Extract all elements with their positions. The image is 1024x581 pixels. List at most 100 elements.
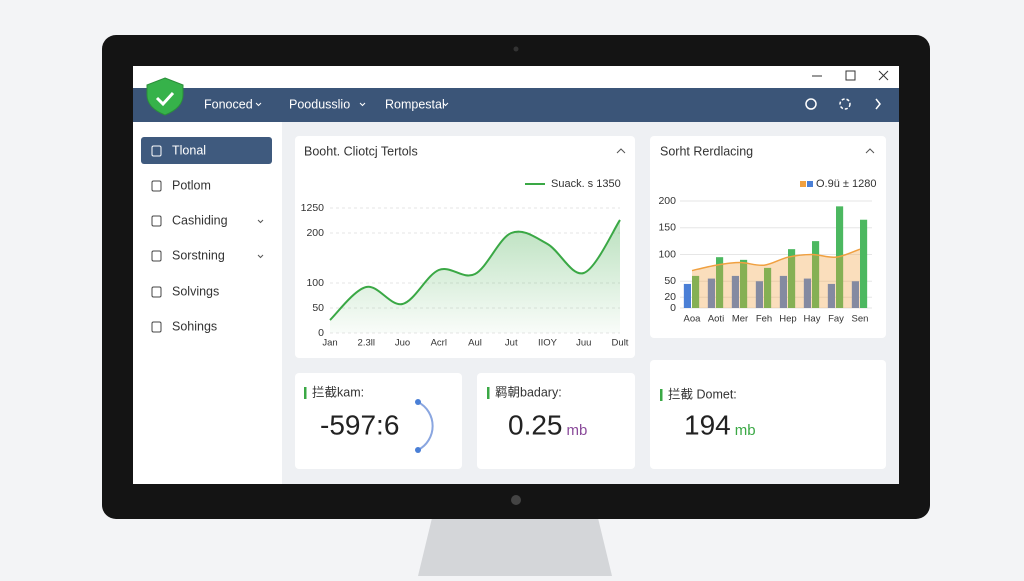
x-tick-label: Aoa xyxy=(684,314,702,325)
x-tick-label: Sen xyxy=(852,314,869,325)
close[interactable] xyxy=(878,70,889,81)
y-tick-label: 200 xyxy=(306,227,324,239)
icon[interactable] xyxy=(805,98,817,110)
card xyxy=(650,360,886,469)
gauge-arc xyxy=(417,401,434,451)
sidebar xyxy=(133,122,282,484)
line xyxy=(329,219,621,321)
x-tick-label: Hay xyxy=(804,314,821,325)
x-tick-label: Jut xyxy=(505,338,518,349)
collapse-icons[interactable] xyxy=(616,148,875,154)
y-tick-label: 150 xyxy=(658,222,676,234)
chart-title: Booht. Cliotcj Tertols xyxy=(304,144,418,158)
x-tick-label: Feh xyxy=(756,314,772,325)
x-tick-label: Dult xyxy=(612,338,629,349)
bar xyxy=(803,278,811,308)
stat-unit: mb xyxy=(567,422,588,439)
chart-title: Sorht Rerdlacing xyxy=(660,144,753,158)
bar xyxy=(692,275,700,308)
nav-menu[interactable]: Poodusslio xyxy=(289,97,350,111)
gauge-dot xyxy=(415,447,421,453)
y-tick-label: 200 xyxy=(658,195,676,207)
stat-value: 194 xyxy=(684,409,731,440)
chevron xyxy=(257,254,264,259)
sidebar-item[interactable]: Solvings xyxy=(172,284,219,298)
stat-marker xyxy=(304,387,307,399)
y-tick-label: 50 xyxy=(664,275,676,287)
icon[interactable] xyxy=(875,98,881,110)
item-icon xyxy=(151,215,162,227)
x-tick-label: 2.3ll xyxy=(358,338,375,349)
line xyxy=(691,248,861,272)
nav-menu[interactable]: Rompestal xyxy=(385,97,445,111)
card xyxy=(295,373,462,469)
legend-label: O.9ü ± 1280 xyxy=(816,178,876,190)
item-icon xyxy=(151,145,162,157)
stat-value: -597:6 xyxy=(320,409,399,440)
stand xyxy=(418,518,612,576)
maximize[interactable] xyxy=(845,70,856,81)
bar xyxy=(860,219,868,308)
bar xyxy=(764,267,772,308)
area xyxy=(692,249,860,308)
stat-unit: mb xyxy=(735,422,756,439)
bar xyxy=(707,278,715,308)
sidebar-item[interactable]: Sorstning xyxy=(172,248,225,262)
stat-label: 拦截 Domet: xyxy=(668,387,737,401)
x-tick-label: Aul xyxy=(468,338,482,349)
bar xyxy=(740,259,748,308)
nav-bar: Fonoced Poodusslio Rompestal xyxy=(133,77,899,122)
logo xyxy=(511,495,521,505)
x-tick-label: Juo xyxy=(395,338,410,349)
chevrons xyxy=(255,102,449,107)
sidebar-item[interactable]: Tlonal xyxy=(172,143,206,157)
sidebar-item[interactable]: Potlom xyxy=(172,178,211,192)
bar xyxy=(788,249,796,308)
x-tick-label: Jan xyxy=(322,338,337,349)
bar xyxy=(683,283,691,308)
item-icon xyxy=(151,250,162,262)
stat-marker xyxy=(487,387,490,399)
x-tick-label: Mer xyxy=(732,314,748,325)
item-icon xyxy=(151,180,162,192)
icon[interactable] xyxy=(839,98,851,110)
y-tick-label: 20 xyxy=(664,291,676,303)
bar xyxy=(731,275,739,308)
stat-value: 0.25 xyxy=(508,409,563,440)
bar xyxy=(827,283,835,308)
y-tick-label: 100 xyxy=(306,277,324,289)
bar xyxy=(716,257,724,308)
check xyxy=(155,91,175,107)
active-item xyxy=(141,137,272,164)
bar xyxy=(779,275,787,308)
x-tick-label: Fay xyxy=(828,314,844,325)
stat-marker xyxy=(660,389,663,401)
card xyxy=(477,373,635,469)
item-icon xyxy=(151,286,162,298)
legend-swatch xyxy=(800,181,806,187)
x-tick-label: IIOY xyxy=(538,338,558,349)
stat-label: 羁朝badary: xyxy=(495,385,562,399)
x-tick-label: Acrl xyxy=(431,338,447,349)
y-tick-label: 0 xyxy=(318,327,324,339)
shield-icon xyxy=(146,77,184,116)
sidebar-item[interactable]: Cashiding xyxy=(172,213,228,227)
y-tick-label: 0 xyxy=(670,302,676,314)
chevron xyxy=(257,219,264,224)
gauge-dot xyxy=(415,399,421,405)
nav-bg xyxy=(133,88,899,122)
x-tick-label: Aoti xyxy=(708,314,724,325)
x-tick-label: Hep xyxy=(779,314,796,325)
stat-label: 拦截kam: xyxy=(312,385,364,399)
nav-menu[interactable]: Fonoced xyxy=(204,97,253,111)
bar xyxy=(812,241,820,308)
title-bar xyxy=(133,66,899,88)
item-icon xyxy=(151,321,162,333)
y-tick-label: 1250 xyxy=(301,202,325,214)
bar xyxy=(755,281,763,308)
legend-label: Suack. s 1350 xyxy=(551,178,621,190)
sidebar-item[interactable]: Sohings xyxy=(172,319,217,333)
legend-swatch xyxy=(807,181,813,187)
